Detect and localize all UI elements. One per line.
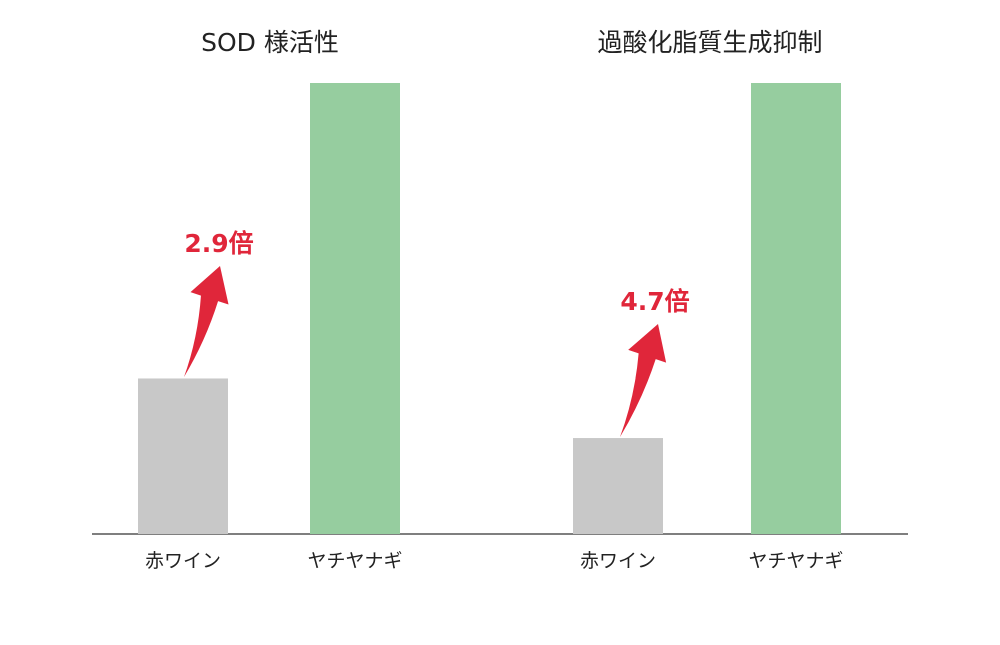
chart-title-2: 過酸化脂質生成抑制 — [597, 28, 822, 57]
chart-title-1: SOD 様活性 — [201, 28, 339, 57]
bar-1-1 — [138, 378, 228, 534]
bar-2-1 — [573, 438, 663, 534]
bar-1-2 — [310, 83, 400, 534]
increase-arrow-1 — [184, 266, 229, 377]
x-tick-label-2-2: ヤチヤナギ — [748, 550, 843, 572]
ratio-annotation-2: 4.7倍 — [620, 287, 689, 316]
increase-arrow-2 — [620, 324, 667, 437]
bar-2-2 — [751, 83, 841, 534]
x-tick-label-1-1: 赤ワイン — [145, 550, 221, 572]
ratio-annotation-1: 2.9倍 — [184, 229, 253, 258]
x-tick-label-1-2: ヤチヤナギ — [307, 550, 402, 572]
x-tick-label-2-1: 赤ワイン — [580, 550, 656, 572]
